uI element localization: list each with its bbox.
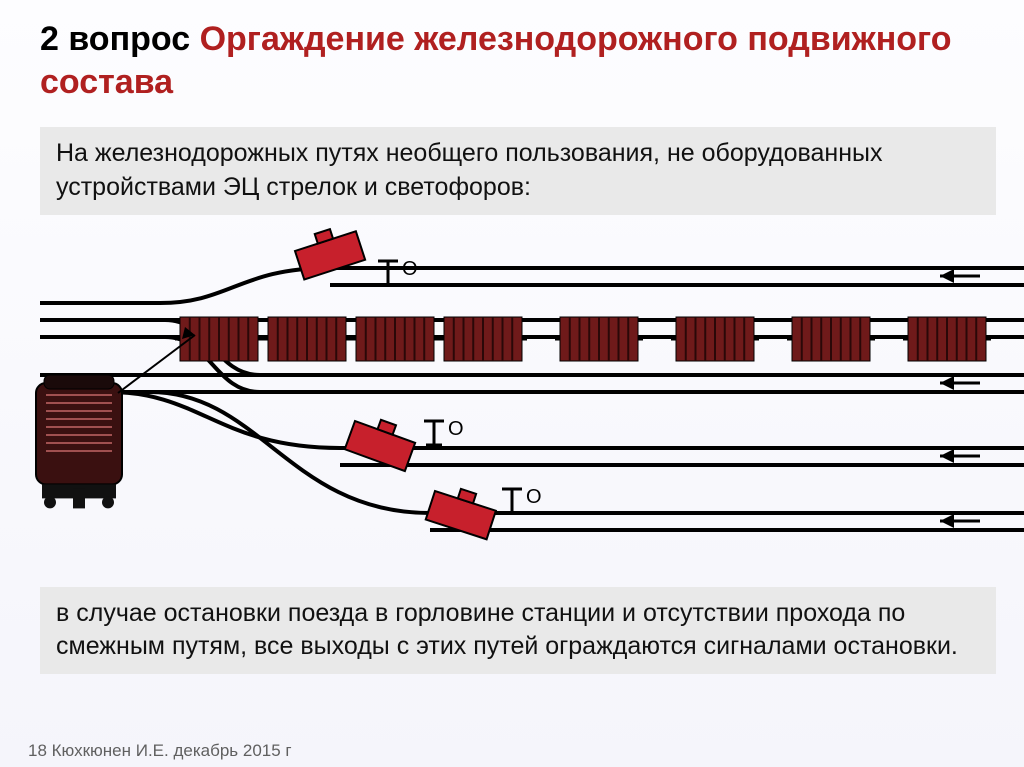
- direction-arrow: [940, 449, 980, 463]
- freight-car: [787, 317, 875, 361]
- svg-text:О: О: [526, 486, 542, 508]
- freight-car: [903, 317, 991, 361]
- slide-title: 2 вопрос Оргаждение железнодорожного под…: [0, 0, 1024, 113]
- track-5: [150, 392, 1024, 513]
- freight-car: [351, 317, 439, 361]
- direction-arrow: [940, 269, 980, 283]
- direction-arrow: [940, 514, 980, 528]
- brake-shoe: [292, 223, 365, 280]
- question-number: 2 вопрос: [40, 20, 200, 58]
- freight-car: [263, 317, 351, 361]
- track-4: [110, 392, 1024, 448]
- slide: 2 вопрос Оргаждение железнодорожного под…: [0, 0, 1024, 767]
- slide-footer: 18 Кюхкюнен И.Е. декабрь 2015 г: [28, 741, 292, 761]
- explanation-box: в случае остановки поезда в горловине ст…: [40, 587, 996, 675]
- stop-signal: О: [378, 258, 418, 285]
- stop-signal: О: [424, 418, 464, 445]
- track-diagram: О О О: [0, 223, 1024, 573]
- freight-car: [671, 317, 759, 361]
- freight-car: [439, 317, 527, 361]
- intro-box: На железнодорожных путях необщего пользо…: [40, 127, 996, 215]
- direction-arrow: [940, 376, 980, 390]
- locomotive-icon: [36, 327, 195, 508]
- svg-text:О: О: [448, 418, 464, 440]
- freight-car: [555, 317, 643, 361]
- stop-signal: О: [502, 486, 542, 513]
- brake-shoe: [345, 411, 419, 470]
- svg-text:О: О: [402, 258, 418, 280]
